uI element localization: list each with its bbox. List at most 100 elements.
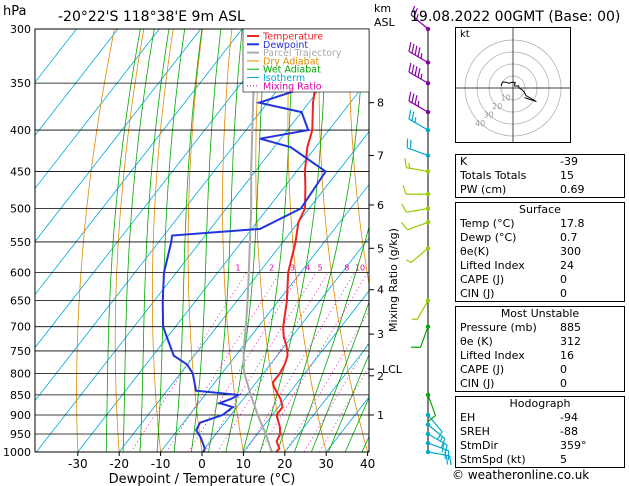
mixing-ratio-line bbox=[319, 365, 369, 452]
wet-adiabat-line bbox=[190, 29, 222, 452]
most-unstable-value: 885 bbox=[560, 321, 581, 334]
hodograph-label: StmSpd (kt) bbox=[460, 453, 526, 466]
surface-row: θe(K) 300 bbox=[456, 245, 624, 259]
dry-adiabat-line bbox=[318, 29, 369, 452]
wet-adiabat-line bbox=[122, 29, 155, 452]
hodograph-value: 359° bbox=[560, 439, 587, 452]
parcel-trajectory bbox=[242, 29, 273, 452]
legend-label: Temperature bbox=[262, 32, 323, 43]
hodograph-panel: 10 20 30 40 kt bbox=[455, 27, 571, 143]
most-unstable-row: Lifted Index 16 bbox=[456, 349, 624, 363]
wind-barb bbox=[425, 392, 437, 422]
pressure-tick-label: 1000 bbox=[3, 446, 31, 459]
wind-barb bbox=[406, 138, 431, 158]
surface-label: Temp (°C) bbox=[460, 217, 515, 230]
wind-barb bbox=[410, 324, 431, 348]
most-unstable-box: Most Unstable Pressure (mb) 885 θe (K) 312 L… bbox=[455, 306, 625, 392]
km-tick-label: 7 bbox=[377, 149, 384, 162]
pressure-tick-label: 400 bbox=[10, 124, 31, 137]
mixing-ratio-line bbox=[166, 272, 281, 452]
index-label: K bbox=[460, 155, 468, 168]
legend-box bbox=[242, 28, 370, 93]
pressure-tick-label: 800 bbox=[10, 368, 31, 381]
legend-label: Isotherm bbox=[263, 73, 305, 84]
wind-barb bbox=[401, 203, 431, 213]
hodograph-value: -88 bbox=[560, 425, 578, 438]
wind-barb bbox=[425, 449, 452, 466]
pressure-tick-label: 950 bbox=[10, 428, 31, 441]
wind-barb bbox=[406, 246, 431, 263]
surface-row: CAPE (J) 0 bbox=[456, 273, 624, 287]
km-tick-label: 6 bbox=[377, 199, 384, 212]
surface-label: Dewp (°C) bbox=[460, 231, 517, 244]
temperature-profile bbox=[271, 29, 326, 452]
pressure-tick-label: 650 bbox=[10, 295, 31, 308]
legend-label: Mixing Ratio bbox=[263, 81, 322, 92]
pressure-tick-label: 350 bbox=[10, 77, 31, 90]
most-unstable-label: θe (K) bbox=[460, 335, 493, 348]
hodograph-title: Hodograph bbox=[509, 397, 571, 410]
surface-box: Surface Temp (°C) 17.8 Dewp (°C) 0.7 θe(K) 30… bbox=[455, 202, 625, 302]
x-tick-label: 10 bbox=[236, 457, 251, 471]
wet-adiabat-line bbox=[276, 29, 366, 452]
indices-box: K -39 Totals Totals 15 PW (cm) 0.69 bbox=[455, 154, 625, 198]
plot-area: 1 2 3 4 5 8 10 15 20 25 bbox=[35, 29, 369, 452]
wind-barb bbox=[402, 184, 431, 197]
surface-value: 24 bbox=[560, 259, 574, 272]
dry-adiabat-line bbox=[287, 29, 327, 452]
lcl-label: LCL bbox=[382, 363, 403, 376]
pressure-tick-label: 550 bbox=[10, 236, 31, 249]
surface-value: 0.7 bbox=[560, 231, 578, 244]
most-unstable-value: 16 bbox=[560, 349, 574, 362]
index-value: -39 bbox=[560, 155, 578, 168]
x-tick-label: -10 bbox=[151, 457, 171, 471]
x-tick-label: 30 bbox=[319, 457, 334, 471]
isotherm-line bbox=[35, 29, 243, 296]
most-unstable-label: Lifted Index bbox=[460, 349, 525, 362]
mixing-ratio-label: 8 bbox=[344, 264, 349, 273]
hodograph-row: SREH -88 bbox=[456, 425, 624, 439]
wet-adiabat-line bbox=[225, 29, 267, 452]
hpa-unit-label: hPa bbox=[3, 4, 27, 19]
x-tick-label: 0 bbox=[198, 457, 206, 471]
km-unit-label: km bbox=[374, 2, 392, 15]
dry-adiabat-line bbox=[76, 29, 115, 452]
mixing-ratio-label: 2 bbox=[269, 264, 274, 273]
km-tick-label: 5 bbox=[377, 242, 384, 255]
pressure-tick-label: 750 bbox=[10, 345, 31, 358]
wet-adiabat-line bbox=[208, 29, 243, 452]
hodograph-row: StmDir 359° bbox=[456, 439, 624, 453]
most-unstable-value: 0 bbox=[560, 377, 567, 390]
hodograph-ring-label: 10 bbox=[501, 93, 511, 102]
pressure-tick-label: 900 bbox=[10, 409, 31, 422]
most-unstable-row: Pressure (mb) 885 bbox=[456, 321, 624, 335]
mixing-ratio-line bbox=[204, 272, 317, 452]
hodograph-indices-box: Hodograph EH -94 SREH -88 StmDir 359° StmSpd (… bbox=[455, 396, 625, 468]
x-tick-label: 40 bbox=[360, 457, 375, 471]
y-axis-label: Mixing Ratio (g/kg) bbox=[387, 228, 400, 332]
most-unstable-label: CIN (J) bbox=[460, 377, 495, 390]
surface-label: θe(K) bbox=[460, 245, 490, 258]
wind-barb bbox=[411, 298, 431, 321]
km-tick-label: 3 bbox=[377, 328, 384, 341]
wet-adiabat-line bbox=[344, 396, 369, 452]
dewpoint-profile bbox=[161, 29, 334, 452]
km-tick-label: 8 bbox=[377, 97, 384, 110]
credit-text: © weatheronline.co.uk bbox=[452, 468, 590, 482]
surface-row: Lifted Index 24 bbox=[456, 259, 624, 273]
isotherm-line bbox=[118, 131, 369, 452]
km-tick-label: 2 bbox=[377, 370, 384, 383]
wet-adiabat-line bbox=[242, 29, 295, 452]
pressure-tick-label: 450 bbox=[10, 165, 31, 178]
mixing-ratio-line bbox=[284, 310, 369, 452]
location-title: -20°22'S 118°38'E 9m ASL bbox=[58, 9, 245, 25]
wind-barb bbox=[400, 220, 431, 231]
wet-adiabat-line bbox=[259, 29, 328, 452]
most-unstable-value: 312 bbox=[560, 335, 581, 348]
hodograph-label: SREH bbox=[460, 425, 490, 438]
pressure-tick-label: 700 bbox=[10, 321, 31, 334]
surface-value: 17.8 bbox=[560, 217, 585, 230]
most-unstable-value: 0 bbox=[560, 363, 567, 376]
wind-barb bbox=[425, 440, 450, 461]
